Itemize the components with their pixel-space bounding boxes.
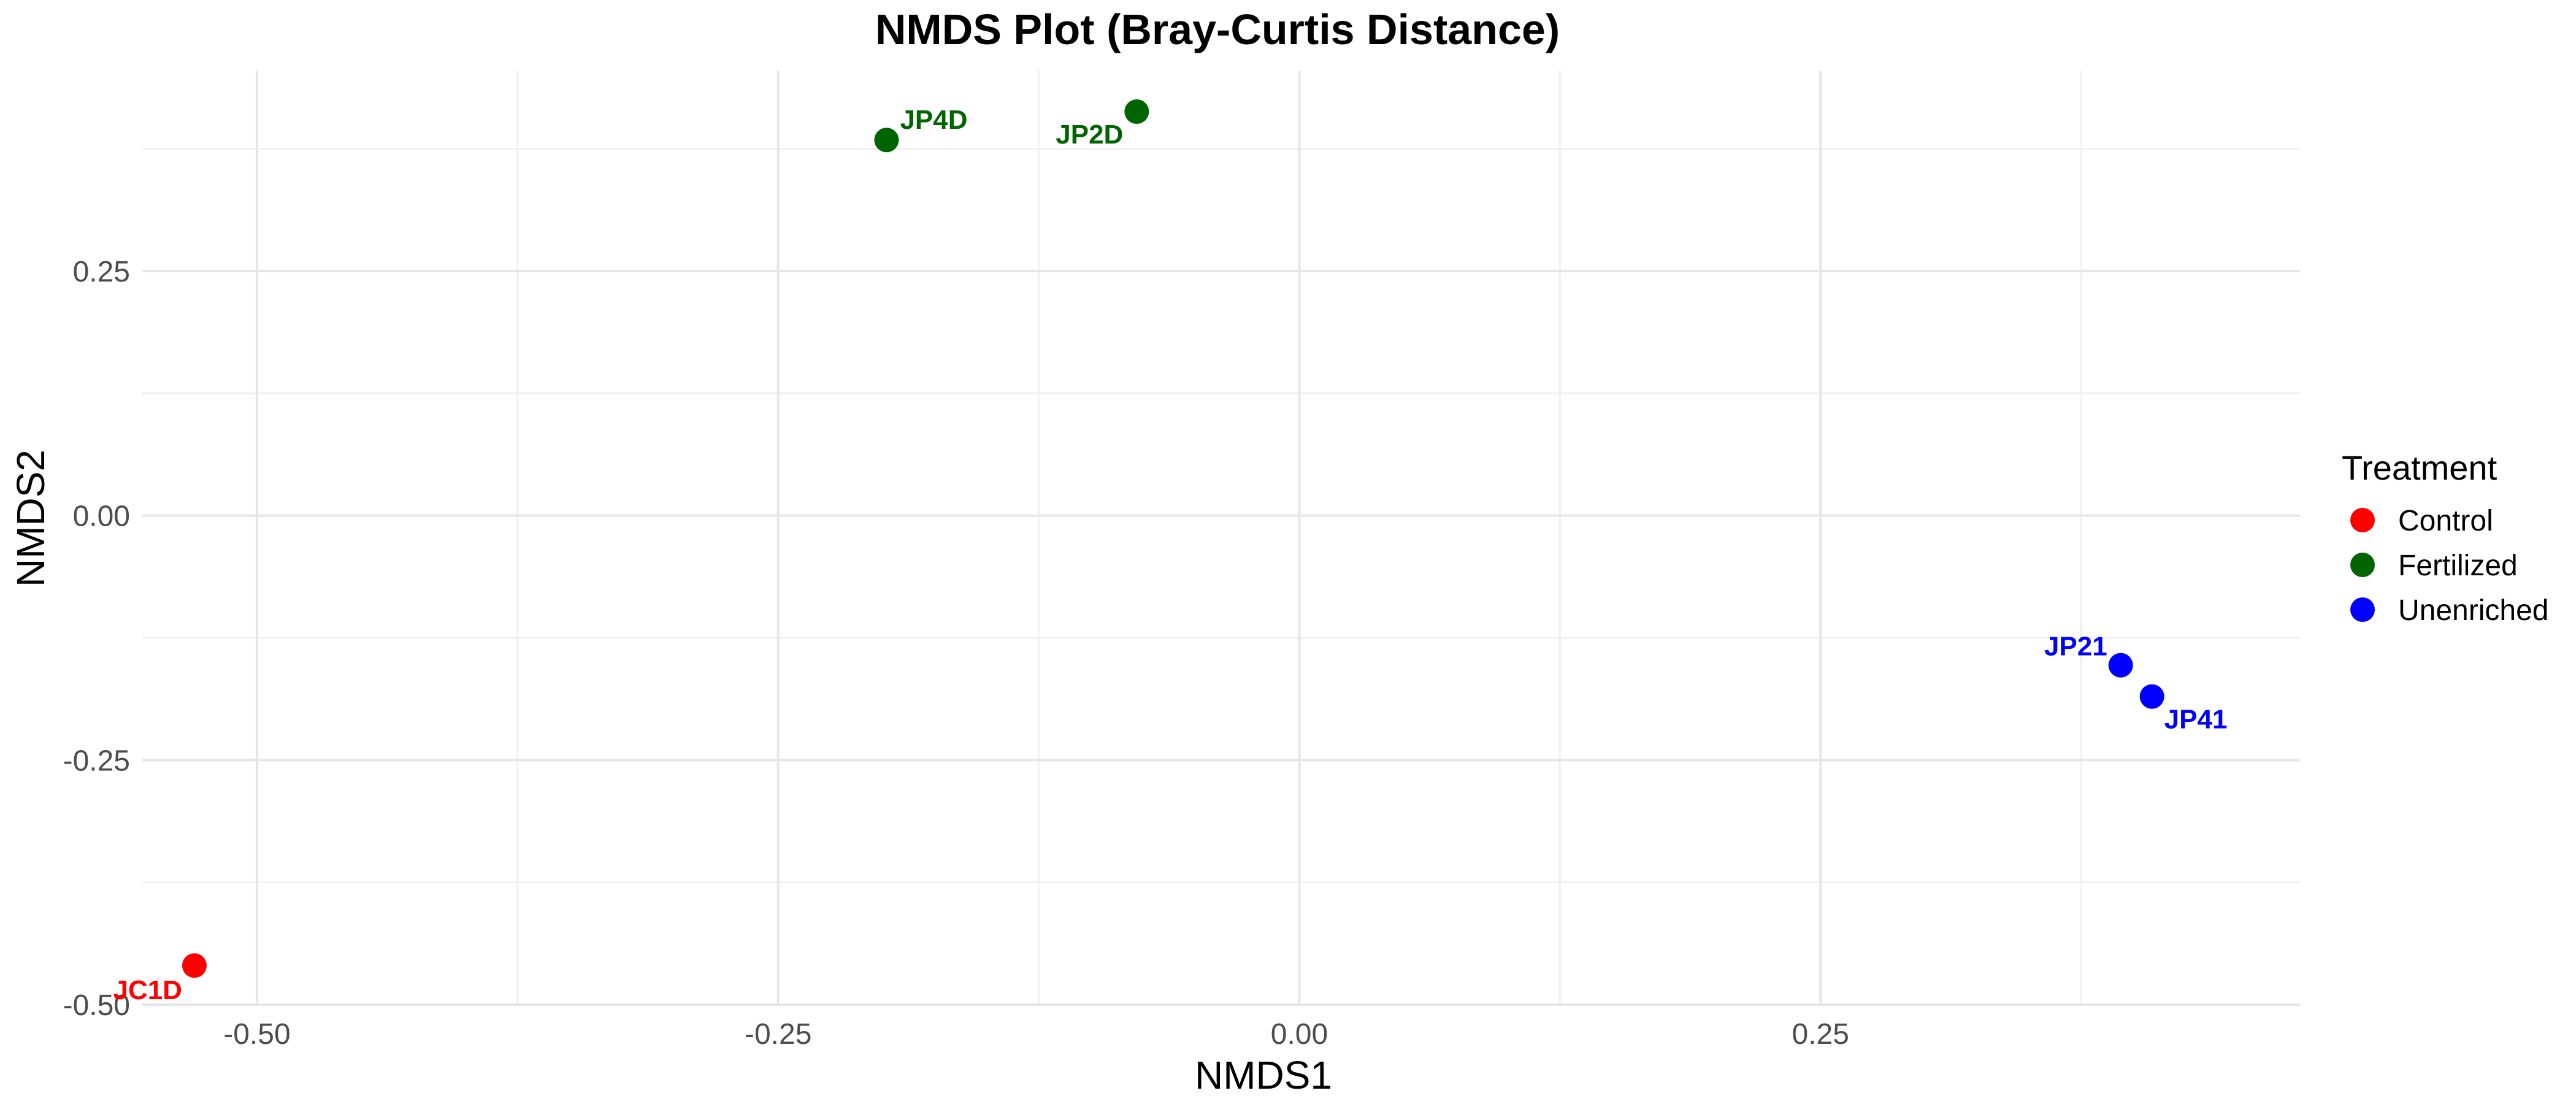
point-labels: JC1D JP4D JP2D JP21 JP41 [113, 105, 2227, 1005]
x-axis-title: NMDS1 [1195, 1053, 1332, 1097]
legend-title: Treatment [2342, 448, 2497, 487]
point-label-jp41: JP41 [2164, 705, 2228, 735]
point-label-jp21: JP21 [2044, 632, 2107, 662]
legend-key-unenriched [2350, 597, 2375, 622]
data-point-jp4d [874, 128, 899, 153]
legend: Treatment Control Fertilized Unenriched [2342, 448, 2548, 627]
legend-label-control: Control [2398, 505, 2493, 537]
tick-labels: -0.50 -0.25 0.00 0.25 -0.50 -0.25 0.00 0.25 [63, 256, 1849, 1051]
x-tick-label: -0.50 [223, 1018, 290, 1051]
x-tick-label: -0.25 [745, 1018, 811, 1051]
y-tick-label: 0.25 [73, 256, 130, 288]
data-point-jp21 [2108, 653, 2133, 678]
y-tick-label: 0.00 [73, 500, 130, 533]
y-axis-title: NMDS2 [9, 450, 53, 587]
x-tick-label: 0.25 [1792, 1018, 1849, 1051]
legend-key-fertilized [2350, 553, 2375, 577]
x-tick-label: 0.00 [1271, 1018, 1328, 1051]
grid-layer [142, 71, 2300, 1006]
point-label-jp2d: JP2D [1056, 120, 1123, 150]
legend-label-fertilized: Fertilized [2398, 550, 2518, 582]
data-point-jp2d [1124, 99, 1149, 124]
legend-key-control [2350, 508, 2375, 532]
data-points [182, 99, 2164, 978]
y-tick-label: -0.25 [63, 745, 130, 777]
point-label-jc1d: JC1D [113, 975, 182, 1005]
point-label-jp4d: JP4D [900, 105, 967, 135]
legend-label-unenriched: Unenriched [2398, 594, 2548, 627]
data-point-jp41 [2139, 684, 2164, 709]
legend-items: Control Fertilized Unenriched [2350, 505, 2548, 627]
y-tick-label: -0.50 [63, 989, 130, 1022]
chart-title: NMDS Plot (Bray-Curtis Distance) [875, 6, 1560, 53]
data-point-jc1d [182, 953, 207, 978]
